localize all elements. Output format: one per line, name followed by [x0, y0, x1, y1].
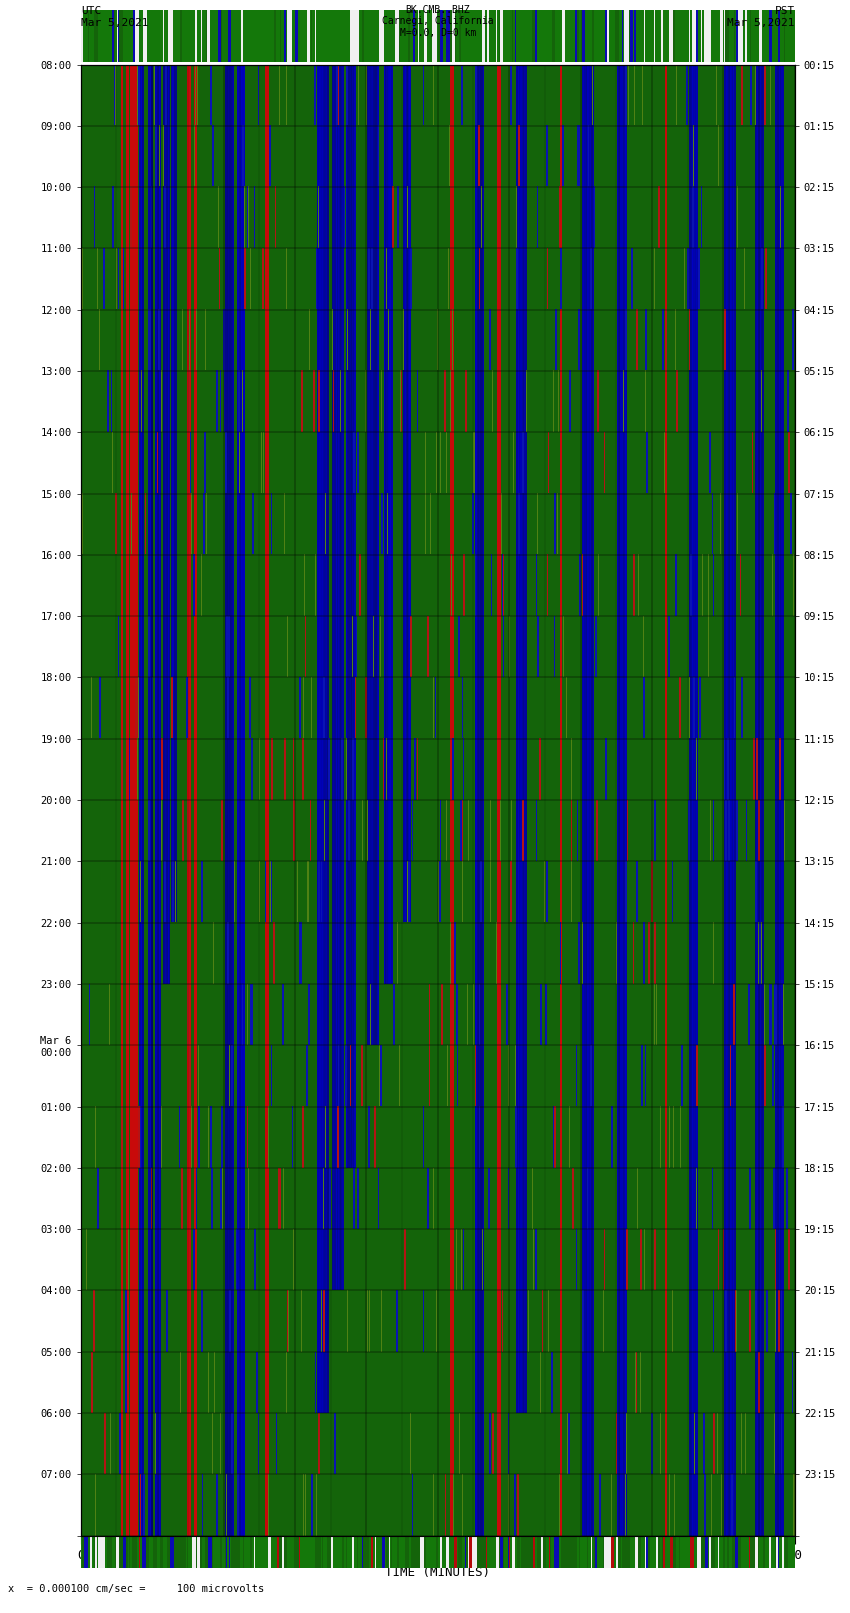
Text: PST
Mar 5,2021: PST Mar 5,2021: [728, 6, 795, 27]
Text: BK.CMB..BHZ
Carnegi, California
M=0.0, D=0 km: BK.CMB..BHZ Carnegi, California M=0.0, D…: [382, 5, 494, 39]
X-axis label: TIME (MINUTES): TIME (MINUTES): [385, 1566, 490, 1579]
Text: x  = 0.000100 cm/sec =     100 microvolts: x = 0.000100 cm/sec = 100 microvolts: [8, 1584, 264, 1594]
Text: UTC
Mar 5,2021: UTC Mar 5,2021: [81, 6, 148, 27]
